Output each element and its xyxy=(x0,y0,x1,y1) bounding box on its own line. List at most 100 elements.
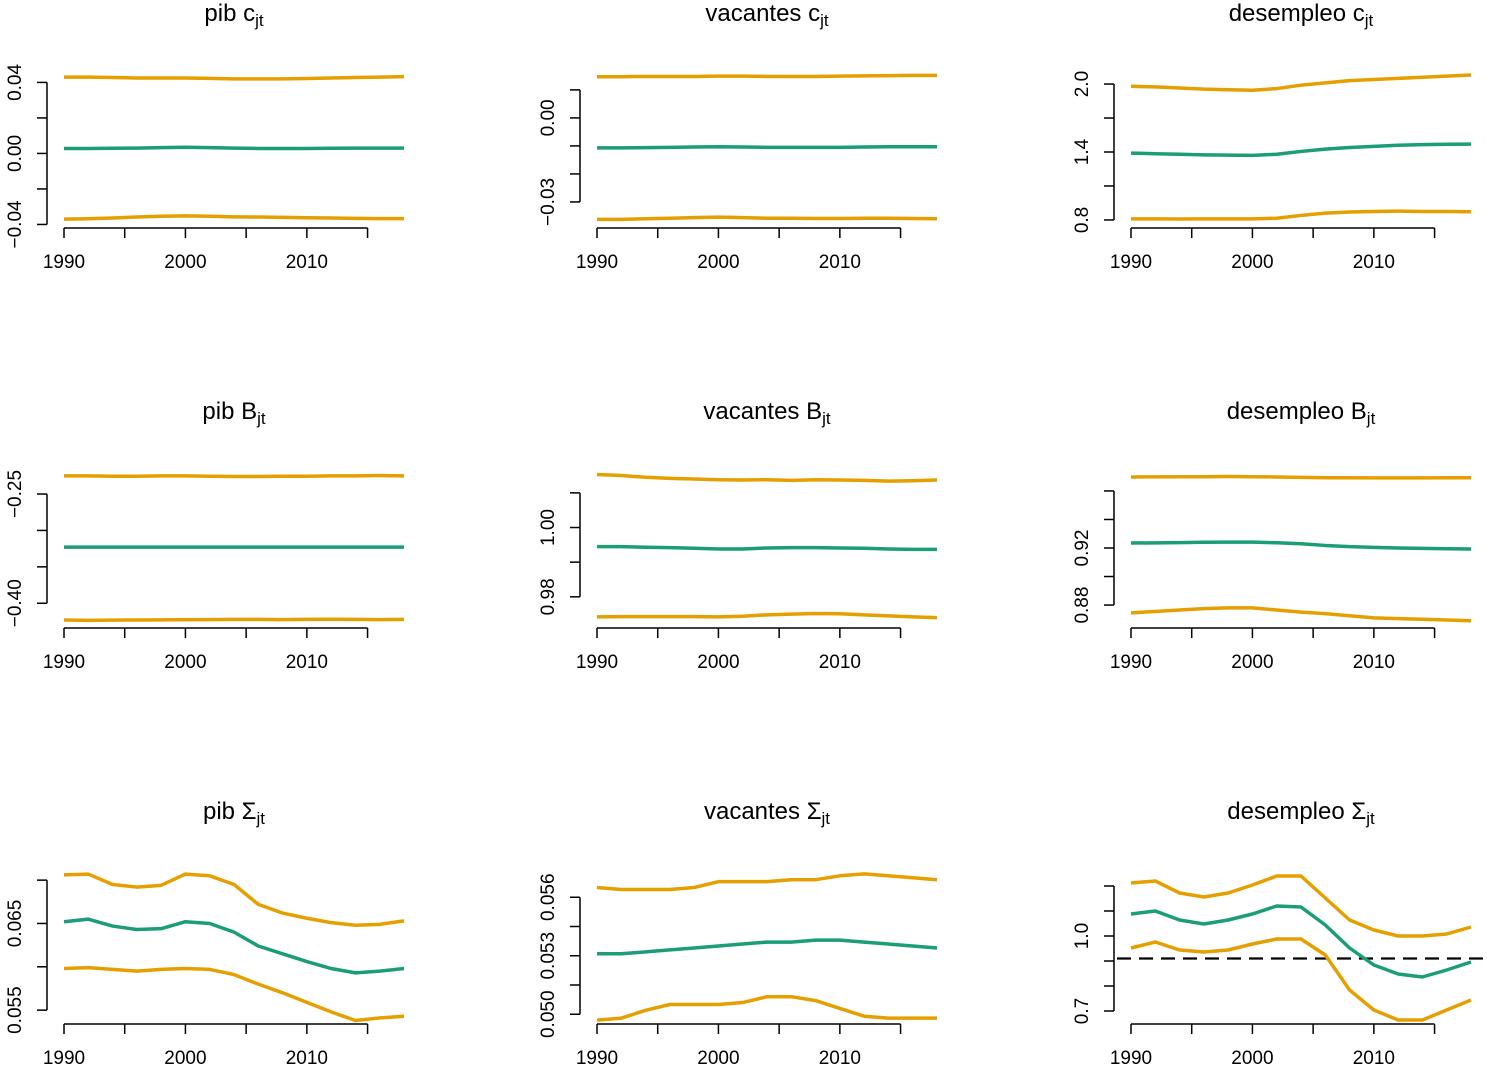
y-tick-label: 0.8 xyxy=(1072,207,1093,233)
series-line xyxy=(1130,142,1472,158)
x-tick-label: 2000 xyxy=(164,652,206,673)
title-subscript: jt xyxy=(254,11,264,30)
x-tick-label: 1990 xyxy=(43,652,85,673)
title-main: vacantes B xyxy=(703,398,822,425)
panel-title: desempleo Σjt xyxy=(1227,798,1375,828)
x-tick-label: 2000 xyxy=(697,252,739,273)
series-line xyxy=(596,611,938,620)
panel: pib Bjt 1990 2000 2010 −0.40 −0.25 xyxy=(5,398,405,673)
series-line xyxy=(597,544,937,552)
y-tick-label: −0.40 xyxy=(5,579,26,627)
title-subscript: jt xyxy=(1366,409,1376,428)
y-tick-label: 2.0 xyxy=(1072,71,1093,97)
series-line xyxy=(1130,474,1471,480)
y-tick-label: 0.00 xyxy=(538,99,559,136)
x-tick-label: 2000 xyxy=(164,1048,206,1069)
series-line xyxy=(64,145,404,151)
panel: desempleo Σjt 1990 2000 2010 0.7 1.0 xyxy=(1072,798,1485,1069)
panel-title: vacantes Σjt xyxy=(704,798,830,828)
panel-title: desempleo cjt xyxy=(1229,0,1374,30)
panel: pib Σjt 1990 2000 2010 0.055 0.065 xyxy=(5,798,405,1069)
x-tick-label: 2000 xyxy=(697,652,739,673)
title-main: vacantes c xyxy=(705,0,820,27)
title-main: desempleo B xyxy=(1227,398,1367,425)
title-main: vacantes Σ xyxy=(704,798,822,825)
y-tick-label: 0.050 xyxy=(538,990,559,1038)
panel: vacantes Σjt 1990 2000 2010 0.050 0.053 0.056 xyxy=(538,798,938,1069)
series-line xyxy=(596,872,938,892)
x-tick-label: 1990 xyxy=(576,652,618,673)
series-line xyxy=(1130,540,1472,551)
x-tick-label: 1990 xyxy=(43,1048,85,1069)
x-tick-label: 2010 xyxy=(286,652,328,673)
y-tick-label: 1.4 xyxy=(1072,138,1093,165)
panel-title: desempleo Bjt xyxy=(1227,398,1376,428)
series-line xyxy=(1130,73,1472,93)
title-subscript: jt xyxy=(1364,11,1374,30)
series-line xyxy=(1130,937,1472,1022)
title-main: pib c xyxy=(204,0,255,27)
panel-title: pib Bjt xyxy=(202,398,265,428)
x-tick-label: 1990 xyxy=(1110,252,1152,273)
x-tick-label: 2010 xyxy=(286,1048,328,1069)
y-tick-label: −0.03 xyxy=(538,178,559,226)
x-tick-label: 2000 xyxy=(697,1048,739,1069)
title-subscript: jt xyxy=(821,409,831,428)
series-line xyxy=(1131,209,1472,221)
x-tick-label: 1990 xyxy=(1110,652,1152,673)
x-tick-label: 2000 xyxy=(1231,252,1273,273)
y-tick-label: 0.055 xyxy=(5,986,26,1034)
x-tick-label: 2010 xyxy=(819,1048,861,1069)
title-subscript: jt xyxy=(819,11,829,30)
title-subscript: jt xyxy=(256,409,266,428)
y-tick-label: 0.053 xyxy=(538,932,559,980)
y-tick-label: 0.92 xyxy=(1072,530,1093,567)
series-line xyxy=(597,145,937,150)
panel: desempleo Bjt 1990 2000 2010 0.88 0.92 xyxy=(1072,398,1472,673)
series-line xyxy=(1130,904,1472,979)
panel-title: vacantes Bjt xyxy=(703,398,831,428)
x-tick-label: 2010 xyxy=(1353,1048,1395,1069)
panel: vacantes cjt 1990 2000 2010 −0.03 0.00 xyxy=(538,0,938,273)
x-tick-label: 1990 xyxy=(1110,1048,1152,1069)
series-line xyxy=(63,617,405,623)
panel-title: pib Σjt xyxy=(203,798,265,828)
x-tick-label: 2010 xyxy=(819,652,861,673)
x-tick-label: 1990 xyxy=(43,252,85,273)
x-tick-label: 2000 xyxy=(1231,652,1273,673)
series-line xyxy=(63,214,404,221)
y-tick-label: 1.00 xyxy=(538,509,559,546)
y-tick-label: 0.98 xyxy=(538,578,559,615)
y-tick-label: 0.065 xyxy=(5,900,26,948)
series-line xyxy=(596,472,938,483)
title-main: pib B xyxy=(202,398,257,425)
x-tick-label: 1990 xyxy=(576,1048,618,1069)
x-tick-label: 2010 xyxy=(286,252,328,273)
series-line xyxy=(597,215,938,222)
series-line xyxy=(63,917,405,975)
panel: pib cjt 1990 2000 2010 −0.04 0.00 0.04 xyxy=(5,0,405,273)
panel-title: pib cjt xyxy=(204,0,263,30)
panel: vacantes Bjt 1990 2000 2010 0.98 1.00 xyxy=(538,398,938,673)
title-main: desempleo c xyxy=(1229,0,1365,27)
y-tick-label: 0.00 xyxy=(5,135,26,172)
series-line xyxy=(63,965,405,1023)
panel-title: vacantes cjt xyxy=(705,0,829,30)
series-line xyxy=(596,994,937,1022)
panel: desempleo cjt 1990 2000 2010 0.8 1.4 2.0 xyxy=(1072,0,1472,273)
series-line xyxy=(597,73,937,79)
y-tick-label: 0.04 xyxy=(5,64,26,101)
x-tick-label: 1990 xyxy=(576,252,618,273)
x-tick-label: 2010 xyxy=(819,252,861,273)
y-tick-label: 0.88 xyxy=(1072,587,1093,624)
series-line xyxy=(63,872,405,927)
title-main: desempleo Σ xyxy=(1227,798,1366,825)
series-line xyxy=(597,938,938,956)
series-line xyxy=(64,473,405,479)
title-main: pib Σ xyxy=(203,798,257,825)
x-tick-label: 2000 xyxy=(1231,1048,1273,1069)
y-tick-label: −0.04 xyxy=(5,200,26,249)
title-subscript: jt xyxy=(256,809,266,828)
y-tick-label: 0.7 xyxy=(1072,998,1093,1024)
